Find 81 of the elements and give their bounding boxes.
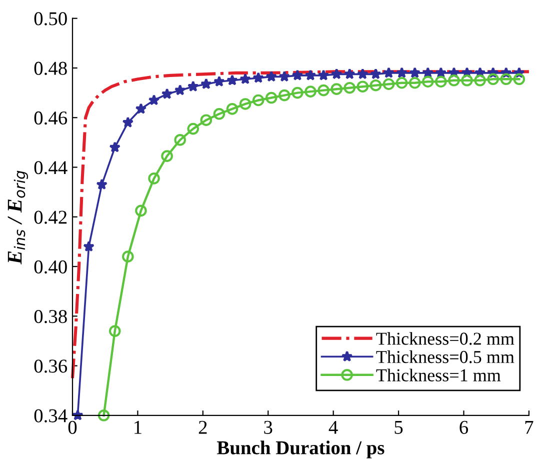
point (318, 84, 330, 96)
point (330, 83, 342, 95)
point (487, 73, 499, 86)
y-tick-label: 0.34 (34, 409, 68, 422)
y-tick-label: 0.46 (34, 111, 68, 125)
legend-label: Thickness=1 mm (376, 368, 501, 382)
y-tick-label: 0.40 (34, 260, 67, 274)
point (122, 116, 134, 128)
point (108, 325, 121, 337)
point (304, 86, 316, 98)
x-tick-label: 2 (198, 420, 207, 434)
point (330, 68, 342, 80)
point (252, 94, 264, 106)
point (513, 73, 526, 86)
point (292, 70, 304, 80)
point (83, 240, 94, 252)
y-tick-label: 0.48 (34, 62, 67, 76)
point (304, 70, 316, 80)
point (409, 67, 420, 78)
point (408, 76, 421, 89)
x-tick-label: 3 (264, 420, 272, 434)
point (448, 74, 460, 86)
legend-label: Thickness=0.2 mm (376, 332, 514, 345)
y-tick-label: 0.38 (34, 310, 67, 324)
point (278, 89, 290, 102)
point (98, 409, 110, 422)
point (187, 122, 200, 135)
y-tick-label: 0.36 (34, 360, 68, 373)
point (370, 68, 382, 80)
point (265, 92, 278, 104)
point (109, 141, 121, 152)
x-tick-label: 7 (525, 421, 534, 434)
point (213, 108, 226, 120)
point (200, 78, 212, 90)
point (226, 103, 238, 115)
x-tick-label: 6 (460, 420, 468, 434)
point (161, 150, 173, 162)
point (161, 88, 173, 100)
y-tick-label: 0.44 (34, 161, 68, 174)
point (174, 84, 186, 96)
point (396, 67, 408, 78)
point (474, 74, 486, 86)
point (344, 68, 356, 80)
x-tick-label: 0 (68, 420, 77, 434)
point (174, 134, 186, 146)
y-tick-label: 0.42 (34, 210, 67, 224)
x-tick-label: 4 (328, 420, 338, 434)
point (382, 78, 395, 90)
point (318, 70, 330, 80)
point (344, 82, 356, 94)
point (461, 74, 473, 86)
point (435, 76, 447, 88)
point (226, 74, 238, 86)
point (383, 67, 394, 78)
point (187, 80, 199, 92)
point (370, 79, 382, 92)
point (278, 70, 290, 82)
point (356, 80, 369, 93)
point (239, 98, 252, 110)
point (396, 76, 408, 89)
point (135, 103, 147, 114)
point (200, 114, 212, 126)
legend-label: Thickness=0.5 mm (376, 350, 514, 364)
point (266, 70, 278, 82)
point (500, 73, 512, 86)
point (422, 76, 434, 88)
point (252, 72, 264, 83)
x-tick-label: 5 (394, 421, 403, 434)
point (148, 94, 160, 106)
point (96, 178, 108, 190)
x-tick-label: 1 (134, 420, 142, 434)
point (214, 76, 225, 87)
point (148, 172, 160, 184)
point (292, 86, 304, 99)
point (122, 250, 134, 262)
point (240, 73, 251, 84)
point (357, 68, 368, 80)
y-tick-label: 0.50 (34, 12, 67, 26)
point (135, 204, 147, 217)
x-axis-title: Bunch Duration / ps (217, 440, 384, 458)
y-axis-title: E$_{ins}$ / E$_{orig}$ (8, 170, 28, 264)
